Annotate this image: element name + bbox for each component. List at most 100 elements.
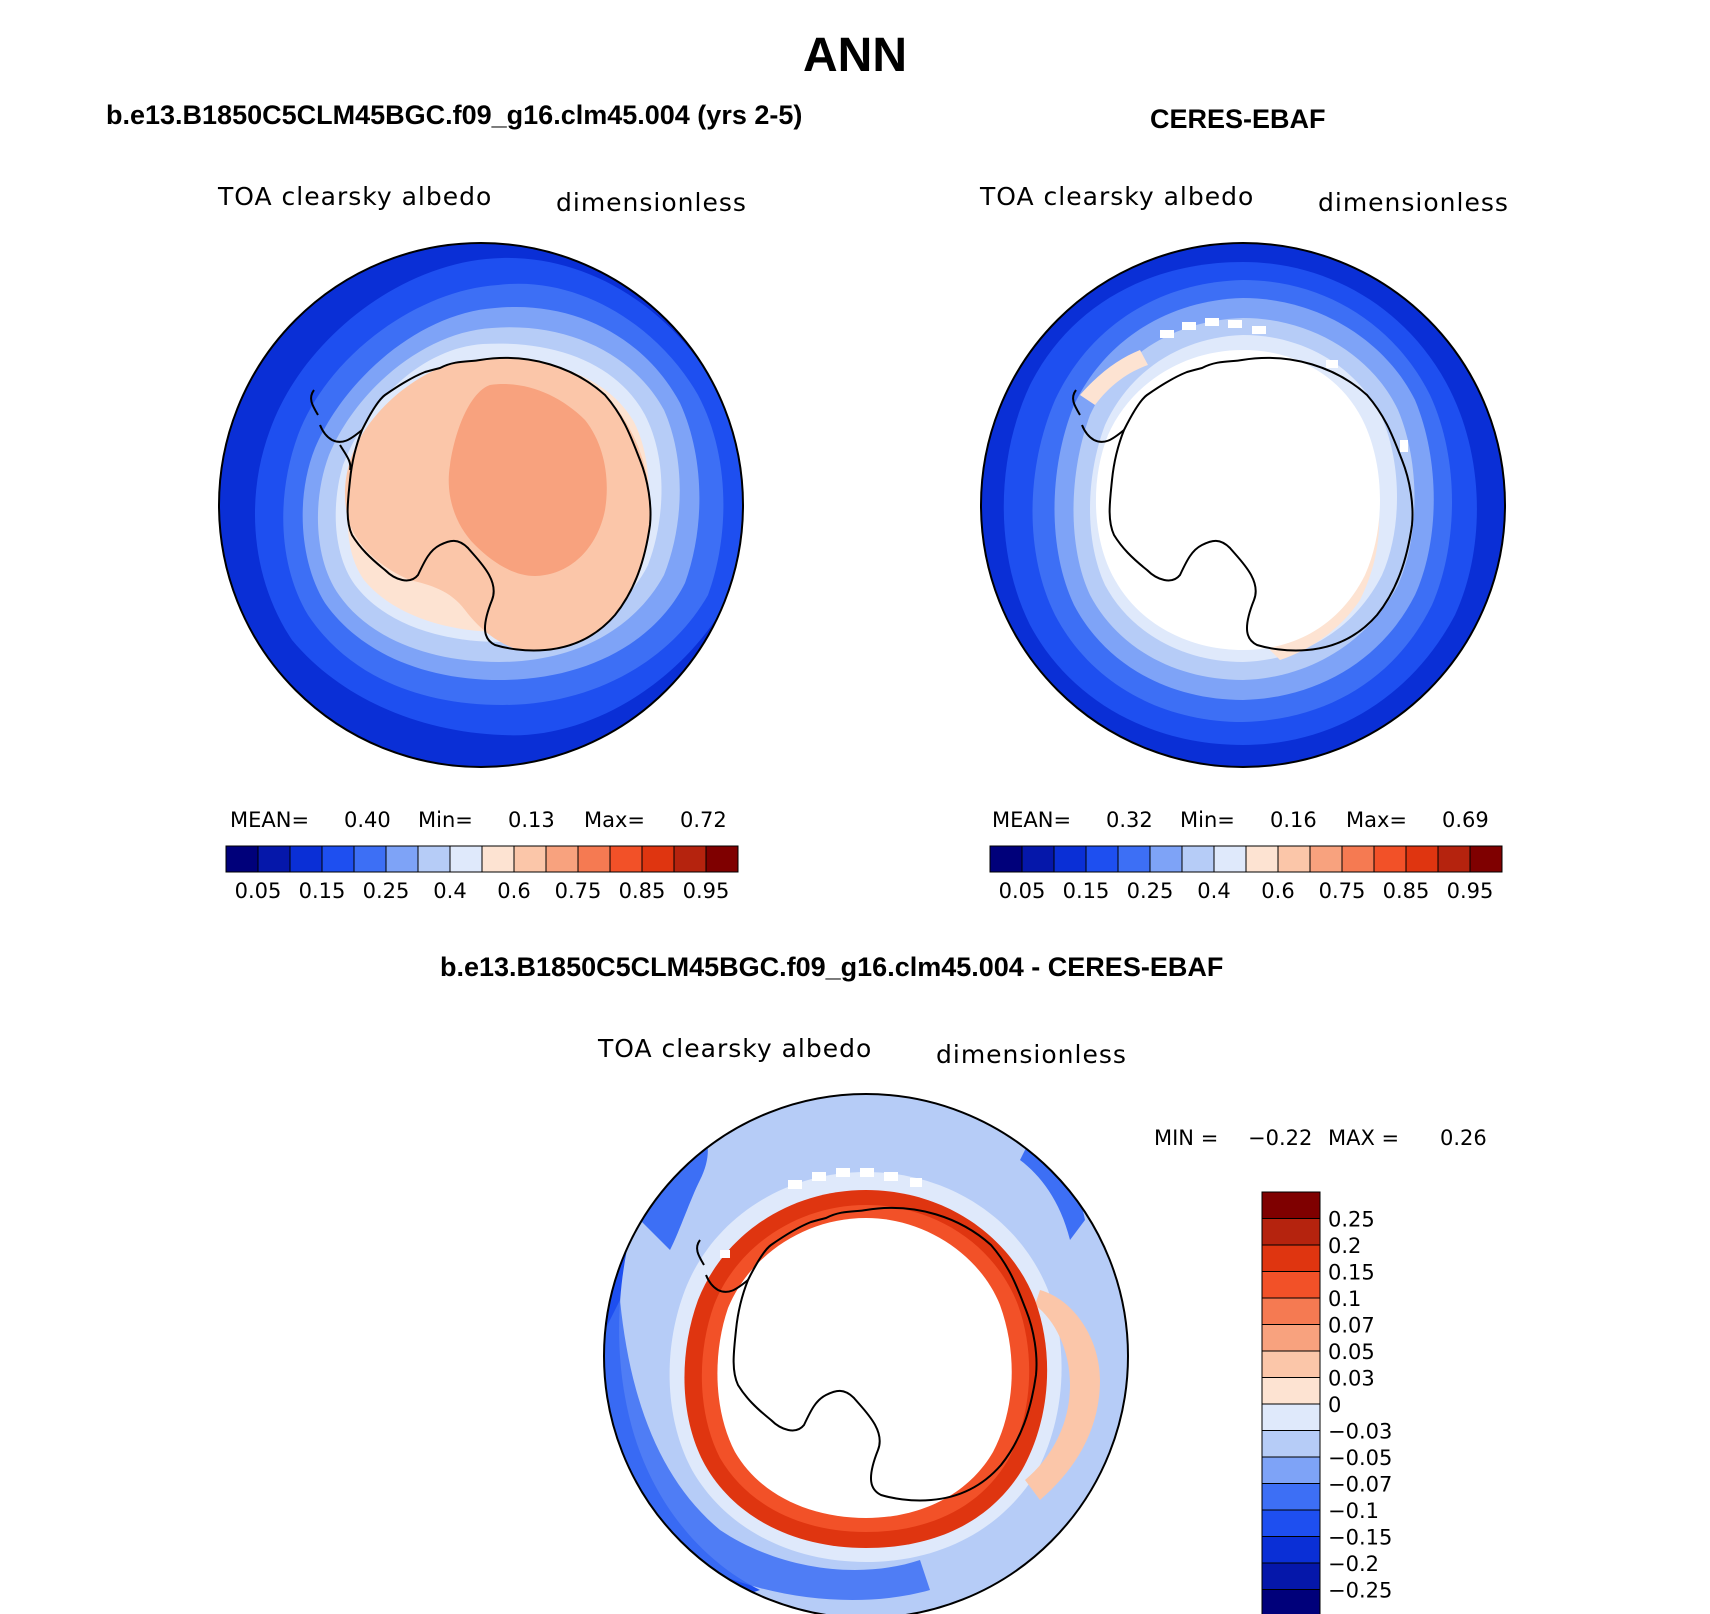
- diff-variable-label: TOA clearsky albedo: [598, 1034, 873, 1063]
- right-min-value: 0.16: [1270, 808, 1317, 832]
- left-coastline: [310, 356, 652, 652]
- colorbar-swatch: [225, 845, 259, 873]
- right-variable-label: TOA clearsky albedo: [980, 182, 1255, 211]
- colorbar-swatch: [1261, 1324, 1321, 1352]
- figure-title: ANN: [803, 29, 907, 82]
- colorbar-swatch: [1309, 845, 1343, 873]
- diff-units-label: dimensionless: [936, 1040, 1127, 1069]
- colorbar-swatch: [673, 845, 707, 873]
- colorbar-swatch: [1213, 845, 1247, 873]
- diff-map-missing-data: [717, 1218, 1012, 1518]
- diff-map-gap-marks: [720, 1168, 922, 1258]
- colorbar-swatch: [1261, 1562, 1321, 1590]
- right-panel-title: CERES-EBAF: [1150, 104, 1326, 134]
- colorbar-tick-label: 0.6: [497, 879, 530, 903]
- colorbar-tick-label: −0.25: [1328, 1579, 1392, 1603]
- left-panel-title: b.e13.B1850C5CLM45BGC.f09_g16.clm45.004 …: [106, 100, 803, 130]
- colorbar-tick-label: 0.05: [235, 879, 282, 903]
- colorbar-swatch: [1261, 1191, 1321, 1219]
- colorbar-tick-label: 0.15: [1328, 1261, 1375, 1285]
- left-map: [219, 243, 743, 767]
- diff-colorbar: 0.250.2 0.150.1 0.070.05 0.030 −0.03−0.05 −0.…: [1261, 1191, 1392, 1614]
- colorbar-swatch: [609, 845, 643, 873]
- colorbar-swatch: [1261, 1483, 1321, 1511]
- colorbar-swatch: [1261, 1403, 1321, 1431]
- colorbar-tick-label: −0.03: [1328, 1420, 1392, 1444]
- colorbar-swatch: [989, 845, 1023, 873]
- diff-map-border: [603, 1093, 1129, 1614]
- colorbar-swatch: [321, 845, 355, 873]
- colorbar-tick-label: 0.85: [619, 879, 666, 903]
- left-min-value: 0.13: [508, 808, 555, 832]
- colorbar-tick-label: 0.85: [1383, 879, 1430, 903]
- colorbar-swatch: [1261, 1350, 1321, 1378]
- right-map-gap-marks: [1160, 318, 1408, 452]
- colorbar-tick-label: 0.4: [1197, 879, 1230, 903]
- colorbar-swatch: [385, 845, 419, 873]
- colorbar-tick-label: 0.95: [683, 879, 730, 903]
- colorbar-tick-label: 0.1: [1328, 1287, 1361, 1311]
- colorbar-tick-label: 0.95: [1447, 879, 1494, 903]
- colorbar-swatch: [641, 845, 675, 873]
- colorbar-tick-label: 0.25: [1127, 879, 1174, 903]
- right-colorbar: 0.05 0.15 0.25 0.4 0.6 0.75 0.85 0.95: [989, 845, 1503, 903]
- diff-max-value: 0.26: [1440, 1126, 1487, 1150]
- right-min-label: Min=: [1180, 808, 1235, 832]
- colorbar-swatch: [1261, 1271, 1321, 1299]
- colorbar-tick-label: 0.2: [1328, 1234, 1361, 1258]
- colorbar-tick-label: −0.2: [1328, 1552, 1379, 1576]
- colorbar-tick-label: 0.05: [1328, 1340, 1375, 1364]
- colorbar-swatch: [1021, 845, 1055, 873]
- diff-map: [604, 1094, 1128, 1614]
- colorbar-swatch: [1261, 1218, 1321, 1246]
- colorbar-swatch: [1181, 845, 1215, 873]
- colorbar-tick-label: 0.03: [1328, 1367, 1375, 1391]
- right-max-label: Max=: [1346, 808, 1408, 832]
- colorbar-swatch: [1261, 1244, 1321, 1272]
- left-colorbar: 0.05 0.15 0.25 0.4 0.6 0.75 0.85 0.95: [225, 845, 739, 903]
- colorbar-swatch: [1405, 845, 1439, 873]
- diff-max-label: MAX =: [1328, 1126, 1400, 1150]
- left-min-label: Min=: [418, 808, 473, 832]
- right-mean-value: 0.32: [1106, 808, 1153, 832]
- colorbar-swatch: [705, 845, 739, 873]
- colorbar-swatch: [1117, 845, 1151, 873]
- left-mean-label: MEAN=: [230, 808, 310, 832]
- colorbar-tick-label: −0.07: [1328, 1473, 1392, 1497]
- colorbar-swatch: [1261, 1509, 1321, 1537]
- diff-panel-title: b.e13.B1850C5CLM45BGC.f09_g16.clm45.004 …: [440, 952, 1224, 982]
- colorbar-tick-label: 0.07: [1328, 1314, 1375, 1338]
- colorbar-tick-label: −0.05: [1328, 1446, 1392, 1470]
- colorbar-swatch: [1261, 1589, 1321, 1614]
- colorbar-swatch: [1469, 845, 1503, 873]
- colorbar-swatch: [577, 845, 611, 873]
- colorbar-swatch: [417, 845, 451, 873]
- colorbar-tick-label: 0.25: [363, 879, 410, 903]
- left-mean-value: 0.40: [344, 808, 391, 832]
- left-max-label: Max=: [584, 808, 646, 832]
- colorbar-swatch: [545, 845, 579, 873]
- colorbar-swatch: [1341, 845, 1375, 873]
- colorbar-tick-label: 0.25: [1328, 1208, 1375, 1232]
- colorbar-tick-label: 0: [1328, 1393, 1341, 1417]
- colorbar-swatch: [1261, 1297, 1321, 1325]
- diff-min-label: MIN =: [1154, 1126, 1219, 1150]
- colorbar-swatch: [1261, 1430, 1321, 1458]
- colorbar-swatch: [257, 845, 291, 873]
- colorbar-tick-label: −0.1: [1328, 1499, 1379, 1523]
- colorbar-swatch: [449, 845, 483, 873]
- colorbar-swatch: [1149, 845, 1183, 873]
- left-units-label: dimensionless: [556, 188, 747, 217]
- colorbar-swatch: [289, 845, 323, 873]
- diff-coastline: [696, 1206, 1038, 1502]
- colorbar-swatch: [1277, 845, 1311, 873]
- colorbar-tick-label: −0.15: [1328, 1526, 1392, 1550]
- left-map-border: [218, 242, 744, 768]
- right-coastline: [1072, 356, 1414, 652]
- right-map-missing-data: [1095, 350, 1380, 650]
- colorbar-swatch: [1261, 1456, 1321, 1484]
- colorbar-swatch: [1261, 1536, 1321, 1564]
- right-max-value: 0.69: [1442, 808, 1489, 832]
- colorbar-swatch: [1053, 845, 1087, 873]
